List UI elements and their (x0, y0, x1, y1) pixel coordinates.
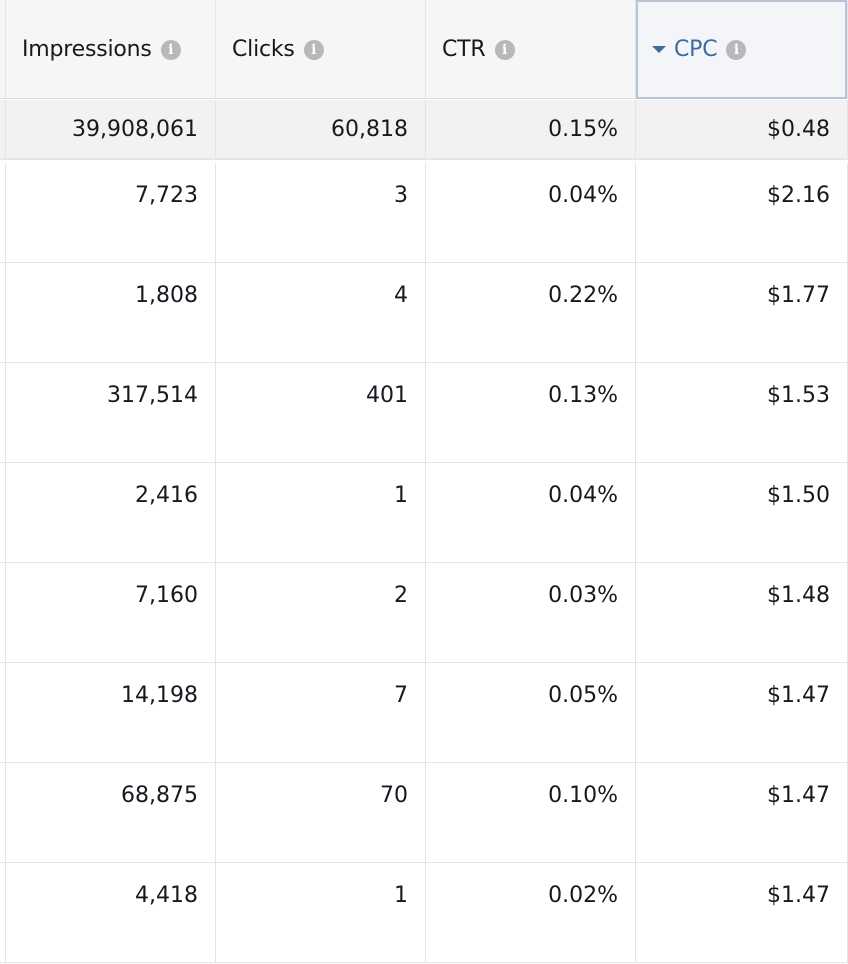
cell-ctr: 0.04% (426, 163, 636, 262)
column-header-clicks[interactable]: Clicks i (216, 0, 426, 99)
cell-ctr: 0.05% (426, 663, 636, 762)
cell-impressions: 317,514 (6, 363, 216, 462)
cell-cpc: $1.50 (636, 463, 848, 562)
cell-cpc: $1.53 (636, 363, 848, 462)
column-header-ctr[interactable]: CTR i (426, 0, 636, 99)
table-row: 2,416 1 0.04% $1.50 (0, 463, 848, 563)
cell-ctr: 0.10% (426, 763, 636, 862)
table-row: 7,723 3 0.04% $2.16 (0, 163, 848, 263)
row-spacer (0, 263, 6, 362)
cell-ctr: 0.02% (426, 863, 636, 962)
cell-clicks: 1 (216, 463, 426, 562)
column-header-impressions[interactable]: Impressions i (6, 0, 216, 99)
row-spacer (0, 363, 6, 462)
cell-cpc: $1.77 (636, 263, 848, 362)
column-header-label: Clicks (232, 37, 295, 62)
cell-clicks: 1 (216, 863, 426, 962)
row-spacer (0, 463, 6, 562)
cell-impressions: 14,198 (6, 663, 216, 762)
row-spacer (0, 863, 6, 962)
cell-cpc: $1.47 (636, 863, 848, 962)
table-row: 4,418 1 0.02% $1.47 (0, 863, 848, 963)
cell-ctr: 0.22% (426, 263, 636, 362)
header-spacer (0, 0, 6, 99)
cell-impressions: 7,160 (6, 563, 216, 662)
cell-impressions: 4,418 (6, 863, 216, 962)
row-spacer (0, 563, 6, 662)
table-row: 7,160 2 0.03% $1.48 (0, 563, 848, 663)
total-ctr: 0.15% (426, 100, 636, 158)
info-icon[interactable]: i (726, 39, 747, 60)
caret-down-icon (652, 46, 666, 53)
table-row: 14,198 7 0.05% $1.47 (0, 663, 848, 763)
cell-ctr: 0.03% (426, 563, 636, 662)
info-icon[interactable]: i (160, 39, 181, 60)
table-row: 317,514 401 0.13% $1.53 (0, 363, 848, 463)
cell-clicks: 3 (216, 163, 426, 262)
cell-impressions: 7,723 (6, 163, 216, 262)
column-header-label: CTR (442, 37, 486, 62)
totals-row: 39,908,061 60,818 0.15% $0.48 (0, 100, 848, 160)
cell-ctr: 0.04% (426, 463, 636, 562)
row-spacer (0, 163, 6, 262)
cell-ctr: 0.13% (426, 363, 636, 462)
cell-impressions: 2,416 (6, 463, 216, 562)
cell-impressions: 1,808 (6, 263, 216, 362)
cell-cpc: $1.47 (636, 663, 848, 762)
table-row: 68,875 70 0.10% $1.47 (0, 763, 848, 863)
info-icon[interactable]: i (303, 39, 324, 60)
total-impressions: 39,908,061 (6, 100, 216, 158)
cell-cpc: $1.47 (636, 763, 848, 862)
cell-cpc: $2.16 (636, 163, 848, 262)
total-cpc: $0.48 (636, 100, 848, 158)
column-header-label: CPC (674, 37, 718, 62)
cell-clicks: 2 (216, 563, 426, 662)
row-spacer (0, 763, 6, 862)
cell-clicks: 70 (216, 763, 426, 862)
table-header: Impressions i Clicks i CTR i CPC i (0, 0, 848, 99)
column-header-cpc[interactable]: CPC i (636, 0, 848, 99)
cell-cpc: $1.48 (636, 563, 848, 662)
cell-clicks: 7 (216, 663, 426, 762)
column-header-label: Impressions (22, 37, 152, 62)
cell-impressions: 68,875 (6, 763, 216, 862)
info-icon[interactable]: i (494, 39, 515, 60)
total-clicks: 60,818 (216, 100, 426, 158)
cell-clicks: 401 (216, 363, 426, 462)
row-spacer (0, 100, 6, 158)
row-spacer (0, 663, 6, 762)
cell-clicks: 4 (216, 263, 426, 362)
table-row: 1,808 4 0.22% $1.77 (0, 263, 848, 363)
